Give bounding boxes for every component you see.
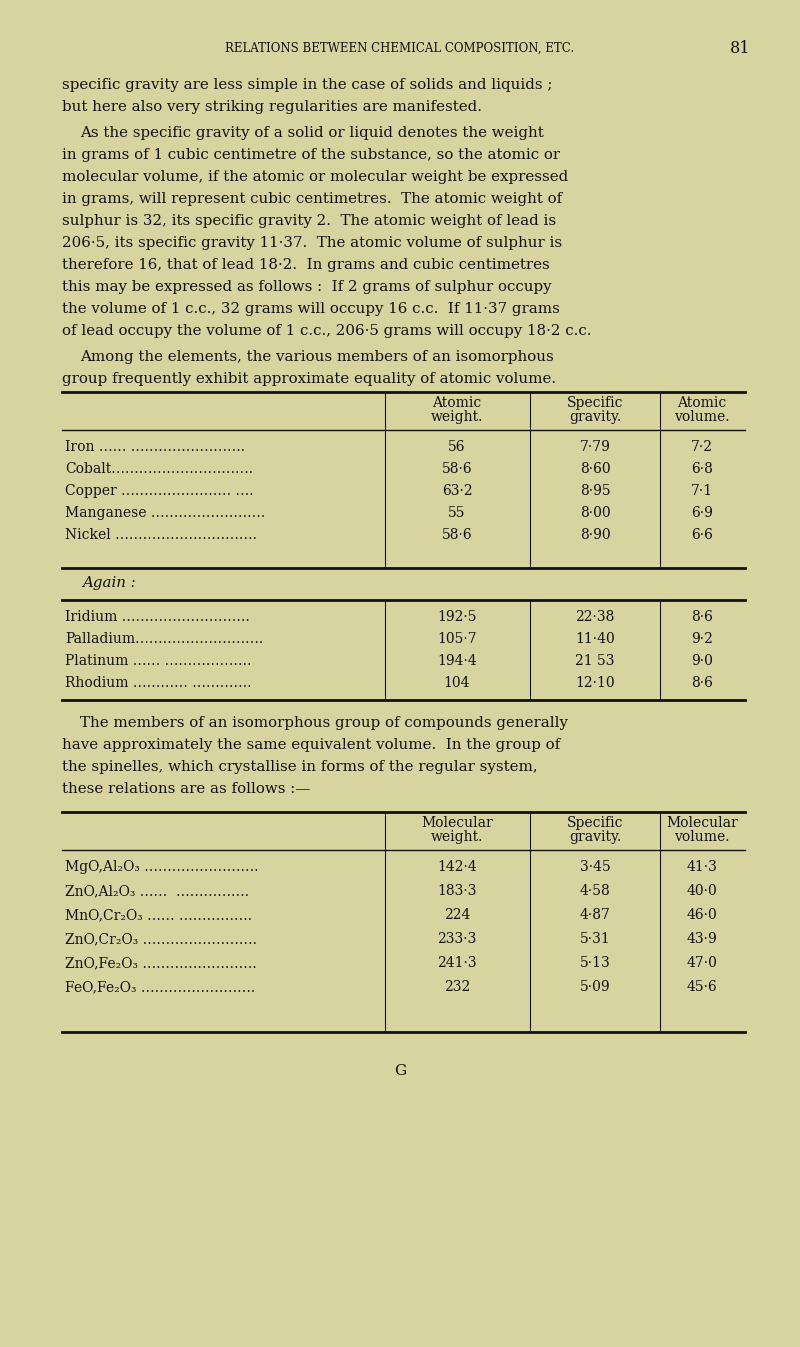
Text: volume.: volume. [674, 409, 730, 424]
Text: 5·31: 5·31 [580, 932, 610, 946]
Text: 232: 232 [444, 981, 470, 994]
Text: Specific: Specific [566, 396, 623, 409]
Text: 233·3: 233·3 [438, 932, 477, 946]
Text: Again :: Again : [82, 577, 136, 590]
Text: 11·40: 11·40 [575, 632, 615, 647]
Text: 9·0: 9·0 [691, 655, 713, 668]
Text: 7·1: 7·1 [691, 484, 713, 498]
Text: G: G [394, 1064, 406, 1078]
Text: Manganese …………………….: Manganese ……………………. [65, 506, 265, 520]
Text: in grams of 1 cubic centimetre of the substance, so the atomic or: in grams of 1 cubic centimetre of the su… [62, 148, 560, 162]
Text: 6·9: 6·9 [691, 506, 713, 520]
Text: in grams, will represent cubic centimetres.  The atomic weight of: in grams, will represent cubic centimetr… [62, 193, 562, 206]
Text: the spinelles, which crystallise in forms of the regular system,: the spinelles, which crystallise in form… [62, 760, 538, 775]
Text: sulphur is 32, its specific gravity 2.  The atomic weight of lead is: sulphur is 32, its specific gravity 2. T… [62, 214, 556, 228]
Text: 12·10: 12·10 [575, 676, 615, 690]
Text: ZnO,Fe₂O₃ …………………….: ZnO,Fe₂O₃ ……………………. [65, 956, 257, 970]
Text: group frequently exhibit approximate equality of atomic volume.: group frequently exhibit approximate equ… [62, 372, 556, 387]
Text: 43·9: 43·9 [686, 932, 718, 946]
Text: Molecular: Molecular [421, 816, 493, 830]
Text: The members of an isomorphous group of compounds generally: The members of an isomorphous group of c… [80, 717, 568, 730]
Text: Atomic: Atomic [678, 396, 726, 409]
Text: MnO,Cr₂O₃ …… …………….: MnO,Cr₂O₃ …… ……………. [65, 908, 252, 921]
Text: 58·6: 58·6 [442, 528, 472, 541]
Text: 46·0: 46·0 [686, 908, 718, 921]
Text: 6·8: 6·8 [691, 462, 713, 475]
Text: 9·2: 9·2 [691, 632, 713, 647]
Text: 5·13: 5·13 [580, 956, 610, 970]
Text: 58·6: 58·6 [442, 462, 472, 475]
Text: but here also very striking regularities are manifested.: but here also very striking regularities… [62, 100, 482, 114]
Text: molecular volume, if the atomic or molecular weight be expressed: molecular volume, if the atomic or molec… [62, 170, 568, 185]
Text: 7·79: 7·79 [579, 440, 610, 454]
Text: the volume of 1 c.c., 32 grams will occupy 16 c.c.  If 11·37 grams: the volume of 1 c.c., 32 grams will occu… [62, 302, 560, 317]
Text: 192·5: 192·5 [438, 610, 477, 624]
Text: 22·38: 22·38 [575, 610, 614, 624]
Text: As the specific gravity of a solid or liquid denotes the weight: As the specific gravity of a solid or li… [80, 127, 544, 140]
Text: 5·09: 5·09 [580, 981, 610, 994]
Text: 142·4: 142·4 [437, 859, 477, 874]
Text: 63·2: 63·2 [442, 484, 472, 498]
Text: 55: 55 [448, 506, 466, 520]
Text: Among the elements, the various members of an isomorphous: Among the elements, the various members … [80, 350, 554, 364]
Text: 6·6: 6·6 [691, 528, 713, 541]
Text: 21 53: 21 53 [575, 655, 614, 668]
Text: Iron …… …………………….: Iron …… ……………………. [65, 440, 245, 454]
Text: specific gravity are less simple in the case of solids and liquids ;: specific gravity are less simple in the … [62, 78, 553, 92]
Text: have approximately the same equivalent volume.  In the group of: have approximately the same equivalent v… [62, 738, 560, 752]
Text: this may be expressed as follows :  If 2 grams of sulphur occupy: this may be expressed as follows : If 2 … [62, 280, 552, 294]
Text: volume.: volume. [674, 830, 730, 845]
Text: FeO,Fe₂O₃ …………………….: FeO,Fe₂O₃ ……………………. [65, 981, 255, 994]
Text: 8·6: 8·6 [691, 676, 713, 690]
Text: ZnO,Al₂O₃ ……  …………….: ZnO,Al₂O₃ …… ……………. [65, 884, 249, 898]
Text: 8·00: 8·00 [580, 506, 610, 520]
Text: 224: 224 [444, 908, 470, 921]
Text: 183·3: 183·3 [438, 884, 477, 898]
Text: Copper …………………… ….: Copper …………………… …. [65, 484, 254, 498]
Text: 8·95: 8·95 [580, 484, 610, 498]
Text: 81: 81 [730, 40, 750, 57]
Text: gravity.: gravity. [569, 830, 621, 845]
Text: these relations are as follows :—: these relations are as follows :— [62, 783, 310, 796]
Text: 56: 56 [448, 440, 466, 454]
Text: MgO,Al₂O₃ …………………….: MgO,Al₂O₃ ……………………. [65, 859, 258, 874]
Text: Iridium ……………………….: Iridium ………………………. [65, 610, 250, 624]
Text: Atomic: Atomic [432, 396, 482, 409]
Text: 104: 104 [444, 676, 470, 690]
Text: 4·87: 4·87 [579, 908, 610, 921]
Text: 4·58: 4·58 [580, 884, 610, 898]
Text: 45·6: 45·6 [686, 981, 718, 994]
Text: Platinum …… ……………….: Platinum …… ………………. [65, 655, 251, 668]
Text: therefore 16, that of lead 18·2.  In grams and cubic centimetres: therefore 16, that of lead 18·2. In gram… [62, 259, 550, 272]
Text: RELATIONS BETWEEN CHEMICAL COMPOSITION, ETC.: RELATIONS BETWEEN CHEMICAL COMPOSITION, … [226, 42, 574, 55]
Text: weight.: weight. [431, 830, 483, 845]
Text: of lead occupy the volume of 1 c.c., 206·5 grams will occupy 18·2 c.c.: of lead occupy the volume of 1 c.c., 206… [62, 325, 591, 338]
Text: Molecular: Molecular [666, 816, 738, 830]
Text: 41·3: 41·3 [686, 859, 718, 874]
Text: 7·2: 7·2 [691, 440, 713, 454]
Text: 206·5, its specific gravity 11·37.  The atomic volume of sulphur is: 206·5, its specific gravity 11·37. The a… [62, 236, 562, 251]
Text: ZnO,Cr₂O₃ …………………….: ZnO,Cr₂O₃ ……………………. [65, 932, 257, 946]
Text: 105·7: 105·7 [437, 632, 477, 647]
Text: 241·3: 241·3 [437, 956, 477, 970]
Text: Cobalt………………………….: Cobalt…………………………. [65, 462, 253, 475]
Text: gravity.: gravity. [569, 409, 621, 424]
Text: 47·0: 47·0 [686, 956, 718, 970]
Text: Specific: Specific [566, 816, 623, 830]
Text: weight.: weight. [431, 409, 483, 424]
Text: 8·90: 8·90 [580, 528, 610, 541]
Text: Palladium……………………….: Palladium………………………. [65, 632, 263, 647]
Text: 8·60: 8·60 [580, 462, 610, 475]
Text: Rhodium ………… ………….: Rhodium ………… …………. [65, 676, 251, 690]
Text: 8·6: 8·6 [691, 610, 713, 624]
Text: 3·45: 3·45 [580, 859, 610, 874]
Text: 40·0: 40·0 [686, 884, 718, 898]
Text: 194·4: 194·4 [437, 655, 477, 668]
Text: Nickel ………………………….: Nickel …………………………. [65, 528, 257, 541]
